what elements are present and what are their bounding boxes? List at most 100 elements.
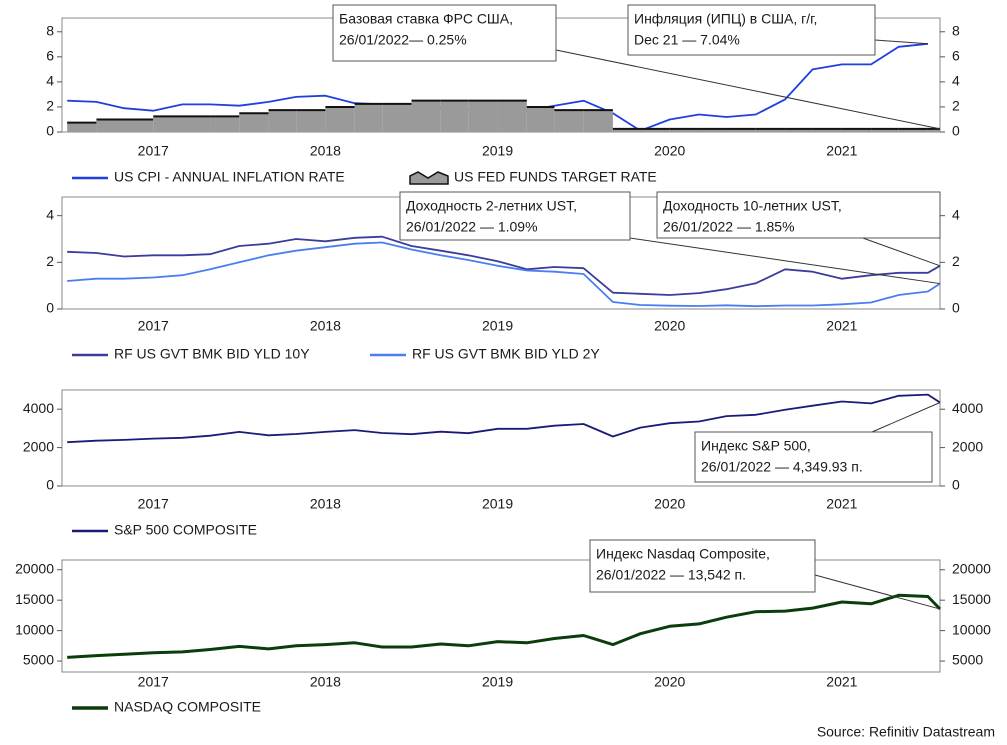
area-step: [785, 128, 813, 132]
area-step: [726, 128, 756, 132]
legend-label: RF US GVT BMK BID YLD 10Y: [114, 346, 310, 362]
y-tick-label: 10000: [15, 621, 54, 637]
annotation-leader: [814, 574, 941, 610]
area-step: [927, 128, 940, 132]
annotation-box: [656, 191, 941, 239]
y2-tick-label: 0: [952, 300, 960, 316]
legend-label: US CPI - ANNUAL INFLATION RATE: [114, 169, 345, 185]
x-tick-label: 2021: [826, 496, 857, 512]
area-step: [612, 128, 641, 132]
annotation-box: [399, 191, 631, 241]
annotation-text: Доходность 2-летних UST,: [406, 198, 577, 214]
annotation-box: [589, 539, 816, 593]
area-step: [871, 128, 899, 132]
legend-swatch: [409, 171, 449, 185]
area-step: [468, 100, 498, 132]
area-step: [96, 119, 124, 132]
area-step: [239, 113, 269, 132]
annotation-text: Доходность 10-летних UST,: [663, 198, 842, 214]
x-tick-label: 2017: [138, 674, 169, 690]
area-step: [354, 103, 383, 132]
x-tick-label: 2018: [310, 143, 341, 159]
series-line: [67, 241, 941, 308]
area-step: [210, 116, 240, 132]
x-tick-label: 2017: [138, 318, 169, 334]
area-step: [669, 128, 699, 132]
area-step: [411, 100, 441, 132]
x-tick-label: 2020: [654, 143, 685, 159]
y2-tick-label: 10000: [952, 621, 991, 637]
area-step: [755, 128, 786, 132]
y-tick-label: 0: [46, 123, 54, 139]
annotation-leader: [874, 39, 928, 45]
y-tick-label: 15000: [15, 591, 54, 607]
y-tick-label: 0: [46, 477, 54, 493]
y-tick-label: 2000: [23, 438, 54, 454]
y2-tick-label: 0: [952, 477, 960, 493]
x-tick-label: 2021: [826, 674, 857, 690]
y-tick-label: 20000: [15, 560, 54, 576]
annotation-text: Инфляция (ИПЦ) в США, г/г,: [634, 11, 817, 27]
area-step: [497, 100, 527, 132]
area-step: [325, 106, 355, 132]
annotation-text: Dec 21 — 7.04%: [634, 32, 740, 48]
y-tick-label: 4: [46, 73, 54, 89]
y-tick-label: 2: [46, 98, 54, 114]
y-tick-label: 5000: [23, 652, 54, 668]
annotation-leader: [871, 402, 941, 433]
y2-tick-label: 4: [952, 206, 960, 222]
annotation-text: 26/01/2022 — 4,349.93 п.: [701, 459, 863, 475]
area-step: [153, 116, 183, 132]
annotation-text: Индекс Nasdaq Composite,: [596, 546, 770, 562]
y2-tick-label: 6: [952, 48, 960, 64]
annotation-text: 26/01/2022— 0.25%: [339, 32, 467, 48]
plot-frame: [61, 559, 941, 673]
area-step: [554, 110, 584, 132]
annotation-box: [627, 4, 876, 56]
annotation-leader: [859, 236, 941, 267]
annotation-box: [694, 431, 933, 483]
area-step: [440, 100, 469, 132]
annotation-text: 26/01/2022 — 1.85%: [663, 219, 795, 235]
y2-tick-label: 20000: [952, 560, 991, 576]
annotation-text: Индекс S&P 500,: [701, 438, 811, 454]
annotation-leader: [555, 49, 941, 130]
x-tick-label: 2017: [138, 143, 169, 159]
y2-tick-label: 5000: [952, 652, 983, 668]
x-tick-label: 2020: [654, 318, 685, 334]
area-step: [583, 110, 613, 132]
y-tick-label: 8: [46, 22, 54, 38]
y2-tick-label: 4000: [952, 400, 983, 416]
plot-frame: [61, 389, 941, 487]
source-note: Source: Refinitiv Datastream: [817, 724, 995, 740]
series-line: [67, 593, 942, 659]
area-step: [123, 119, 154, 132]
y2-tick-label: 0: [952, 123, 960, 139]
y2-tick-label: 2: [952, 253, 960, 269]
legend-label: NASDAQ COMPOSITE: [114, 699, 261, 715]
y-tick-label: 4: [46, 206, 54, 222]
area-step: [67, 122, 97, 132]
series-line: [67, 235, 941, 296]
legend-label: RF US GVT BMK BID YLD 2Y: [412, 346, 600, 362]
series-line: [67, 393, 941, 444]
area-step: [698, 128, 727, 132]
y2-tick-label: 2000: [952, 438, 983, 454]
x-tick-label: 2019: [482, 674, 513, 690]
y2-tick-label: 8: [952, 22, 960, 38]
y-tick-label: 4000: [23, 400, 54, 416]
area-step: [841, 128, 872, 132]
annotation-text: 26/01/2022 — 1.09%: [406, 219, 538, 235]
y-tick-label: 2: [46, 253, 54, 269]
x-tick-label: 2019: [482, 318, 513, 334]
annotation-box: [332, 4, 557, 62]
y2-tick-label: 2: [952, 98, 960, 114]
x-tick-label: 2020: [654, 674, 685, 690]
y-tick-label: 0: [46, 300, 54, 316]
area-step: [382, 103, 412, 132]
area-step: [296, 110, 326, 132]
x-tick-label: 2018: [310, 674, 341, 690]
area-step: [268, 110, 297, 132]
area-step: [182, 116, 211, 132]
